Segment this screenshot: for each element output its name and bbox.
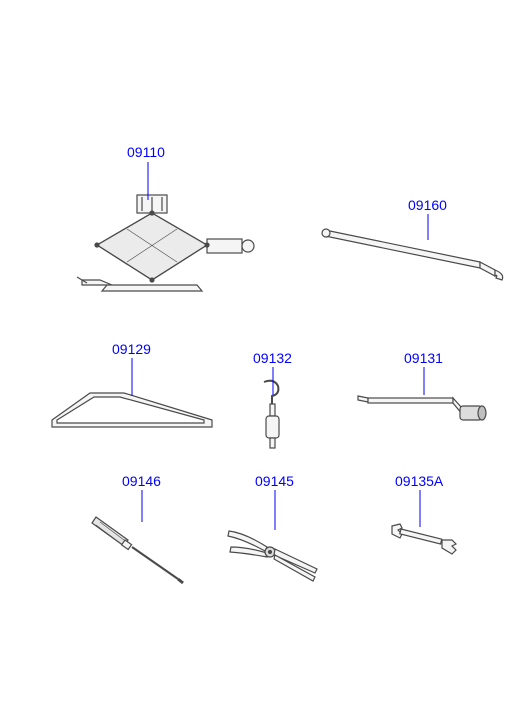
label-screwdriver: 09146 xyxy=(122,473,161,489)
label-jack-handle: 09160 xyxy=(408,197,447,213)
label-jack-case: 09129 xyxy=(112,341,151,357)
part-pliers xyxy=(225,525,330,605)
part-tow-hook xyxy=(244,376,309,451)
label-jack: 09110 xyxy=(127,144,165,160)
part-jack xyxy=(52,185,262,315)
label-spanner: 09135A xyxy=(395,473,443,489)
part-spanner xyxy=(388,520,463,560)
part-jack-handle xyxy=(320,222,520,292)
label-pliers: 09145 xyxy=(255,473,294,489)
part-jack-case xyxy=(42,385,217,440)
label-tow-hook: 09132 xyxy=(253,350,292,366)
part-screwdriver xyxy=(90,505,195,590)
label-wheel-wrench: 09131 xyxy=(404,350,443,366)
part-wheel-wrench xyxy=(354,390,494,435)
